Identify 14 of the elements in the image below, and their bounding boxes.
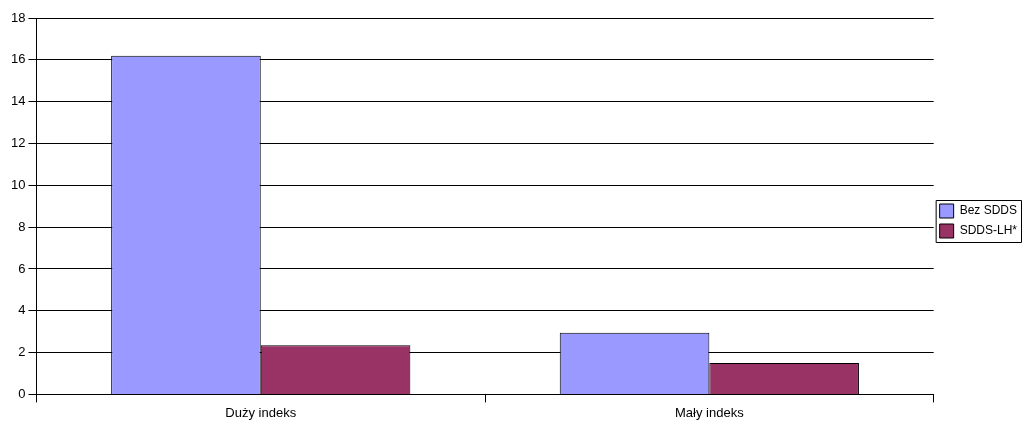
y-tick-label: 16 bbox=[10, 51, 26, 67]
y-tick-label: 6 bbox=[18, 260, 26, 276]
x-tick-label: Duży indeks bbox=[225, 404, 297, 420]
legend-label: SDDS-LH* bbox=[959, 223, 1018, 238]
y-tick-label: 14 bbox=[10, 93, 26, 109]
y-tick-label: 4 bbox=[18, 302, 26, 318]
y-tick-label: 2 bbox=[18, 344, 26, 360]
y-tick-label: 12 bbox=[10, 135, 26, 151]
legend-label: Bez SDDS bbox=[959, 203, 1018, 218]
y-tick-label: 18 bbox=[10, 9, 26, 25]
x-tick-label: Mały indeks bbox=[675, 404, 745, 420]
y-tick-label: 10 bbox=[10, 176, 26, 192]
y-tick-label: 0 bbox=[18, 385, 26, 401]
y-tick-label: 8 bbox=[18, 218, 26, 234]
